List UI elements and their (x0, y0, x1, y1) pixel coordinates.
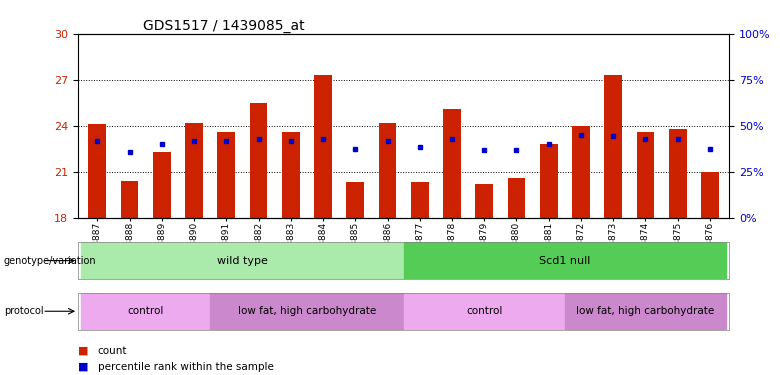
Bar (153, 152, 171, 217)
Bar (540, 144, 558, 218)
Bar (378, 123, 396, 218)
Bar (346, 182, 364, 218)
Bar (121, 181, 139, 218)
Text: control: control (466, 306, 502, 316)
Bar (81, 242, 404, 279)
Text: ■: ■ (78, 362, 88, 372)
Bar (185, 123, 203, 218)
Bar (411, 182, 429, 218)
Bar (218, 132, 236, 218)
Bar (404, 242, 726, 279)
Text: ■: ■ (78, 346, 88, 355)
Bar (475, 184, 493, 218)
Bar (565, 292, 726, 330)
Bar (508, 178, 526, 218)
Text: genotype/variation: genotype/variation (4, 256, 97, 266)
Bar (210, 292, 404, 330)
Bar (443, 109, 461, 217)
Bar (668, 129, 686, 217)
Bar (404, 292, 565, 330)
Text: control: control (127, 306, 164, 316)
Text: wild type: wild type (217, 256, 268, 266)
Bar (88, 124, 106, 218)
Bar (282, 132, 300, 218)
Text: low fat, high carbohydrate: low fat, high carbohydrate (238, 306, 376, 316)
Bar (314, 75, 332, 217)
Bar (701, 172, 719, 217)
Text: protocol: protocol (4, 306, 44, 316)
Bar (604, 75, 622, 217)
Text: low fat, high carbohydrate: low fat, high carbohydrate (576, 306, 714, 316)
Bar (250, 103, 268, 218)
Text: count: count (98, 346, 127, 355)
Text: GDS1517 / 1439085_at: GDS1517 / 1439085_at (144, 19, 305, 33)
Bar (572, 126, 590, 218)
Text: Scd1 null: Scd1 null (539, 256, 590, 266)
Bar (81, 292, 210, 330)
Text: percentile rank within the sample: percentile rank within the sample (98, 362, 273, 372)
Bar (636, 132, 654, 218)
